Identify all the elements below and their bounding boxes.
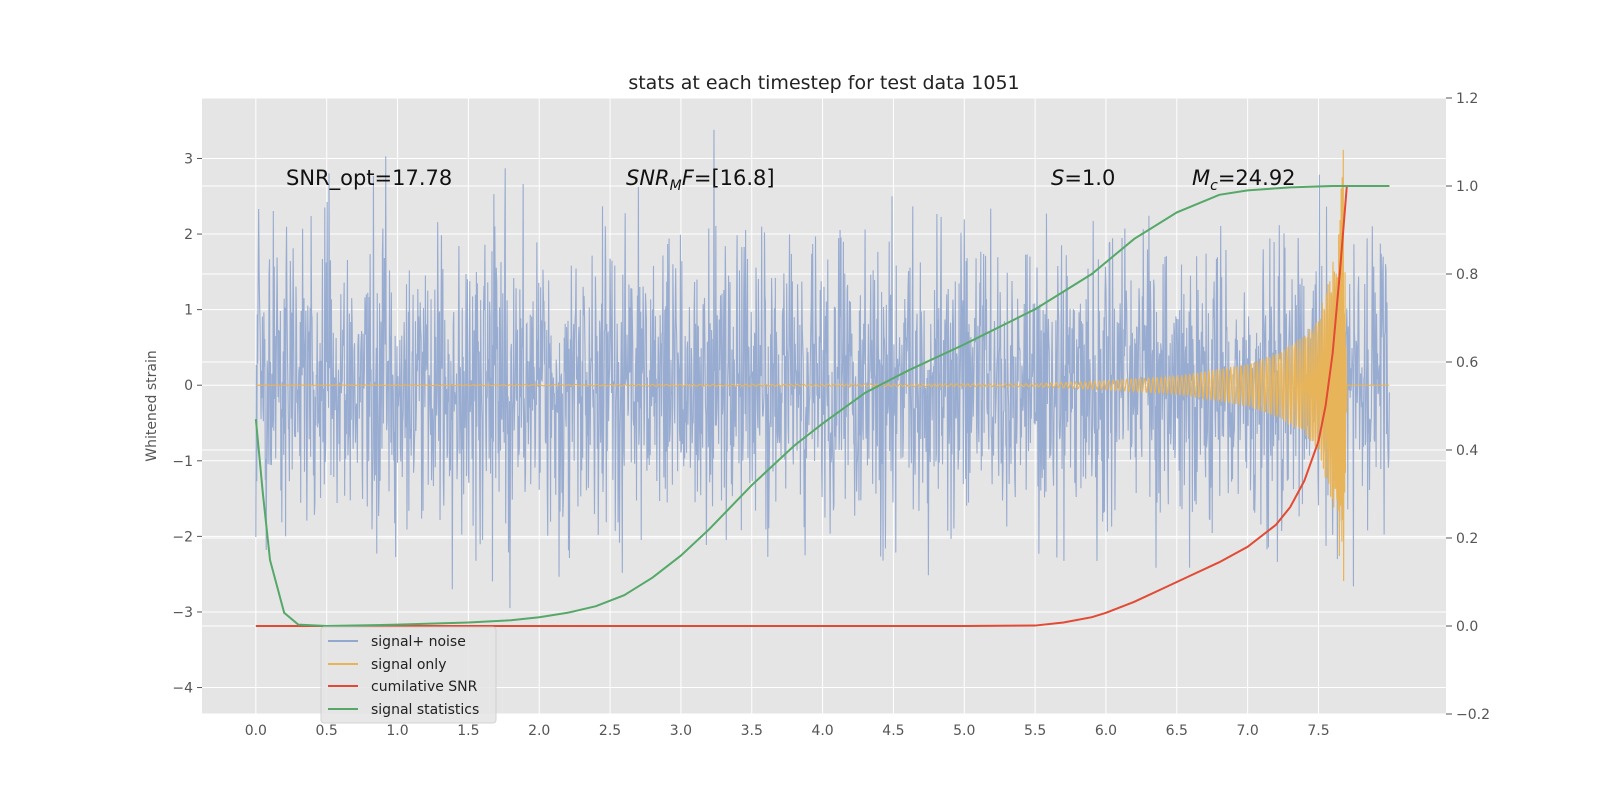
series-cumulative-snr (255, 185, 1390, 627)
x-tick-label: 1.5 (457, 723, 479, 739)
x-tick-label: 3.5 (741, 723, 763, 739)
y-tick-label: −1 (172, 454, 193, 470)
legend: signal+ noise signal only cumilative SNR… (320, 626, 497, 724)
y2-tick-label: −0.2 (1456, 707, 1490, 723)
x-tick-label: 5.0 (953, 723, 975, 739)
y-tick-label: 1 (184, 303, 193, 319)
series-layer (254, 129, 1390, 628)
legend-label-signal-only: signal only (371, 657, 446, 673)
x-tick-label: 4.0 (811, 723, 833, 739)
y-axis-label: Whitened strain (144, 350, 160, 461)
x-tick-label: 6.5 (1166, 723, 1188, 739)
legend-label-cumulative-snr: cumilative SNR (371, 679, 478, 695)
y2-tick-label: 0.6 (1456, 355, 1478, 371)
series-signal-noise (255, 129, 1390, 609)
legend-label-signal-noise: signal+ noise (371, 634, 466, 650)
y-tick-label: 3 (184, 151, 193, 167)
chart-title: stats at each timestep for test data 105… (628, 72, 1019, 94)
ticks-layer: 0.0 0.5 1.0 1.5 2.0 2.5 3.0 3.5 4.0 4.5 5.0 5.5 6.0 6… (172, 91, 1490, 739)
legend-label-signal-statistics: signal statistics (371, 702, 479, 718)
y2-tick-label: 1.2 (1456, 91, 1478, 107)
y2-tick-label: 0.0 (1456, 619, 1478, 635)
y2-tick-label: 0.2 (1456, 531, 1478, 547)
y-tick-label: −2 (172, 529, 193, 545)
x-tick-label: 2.0 (528, 723, 550, 739)
y2-tick-label: 0.4 (1456, 443, 1478, 459)
x-tick-label: 3.0 (670, 723, 692, 739)
y2-tick-label: 0.8 (1456, 267, 1478, 283)
annotation-snr-opt: SNR_opt=17.78 (286, 166, 452, 191)
x-tick-label: 5.5 (1024, 723, 1046, 739)
y-tick-label: 0 (184, 378, 193, 394)
x-tick-label: 0.5 (316, 723, 338, 739)
series-signal-statistics (254, 185, 1390, 628)
legend-box (320, 626, 497, 724)
x-tick-label: 7.5 (1307, 723, 1329, 739)
annotation-snr-mf: SNRMF=[16.8] (626, 166, 775, 194)
annotation-mc: Mc=24.92 (1192, 166, 1296, 194)
y2-tick-label: 1.0 (1456, 179, 1478, 195)
x-tick-label: 0.0 (245, 723, 267, 739)
annotations: SNR_opt=17.78 SNRMF=[16.8] S=1.0 Mc=24.9… (286, 166, 1296, 194)
x-tick-label: 7.0 (1237, 723, 1259, 739)
x-tick-label: 1.0 (386, 723, 408, 739)
y-tick-label: −4 (172, 681, 193, 697)
series-signal-only (255, 149, 1390, 582)
y-tick-label: −3 (172, 605, 193, 621)
x-tick-label: 6.0 (1095, 723, 1117, 739)
x-tick-label: 2.5 (599, 723, 621, 739)
x-tick-label: 4.5 (882, 723, 904, 739)
annotation-s: S=1.0 (1051, 166, 1115, 190)
y-tick-label: 2 (184, 227, 193, 243)
